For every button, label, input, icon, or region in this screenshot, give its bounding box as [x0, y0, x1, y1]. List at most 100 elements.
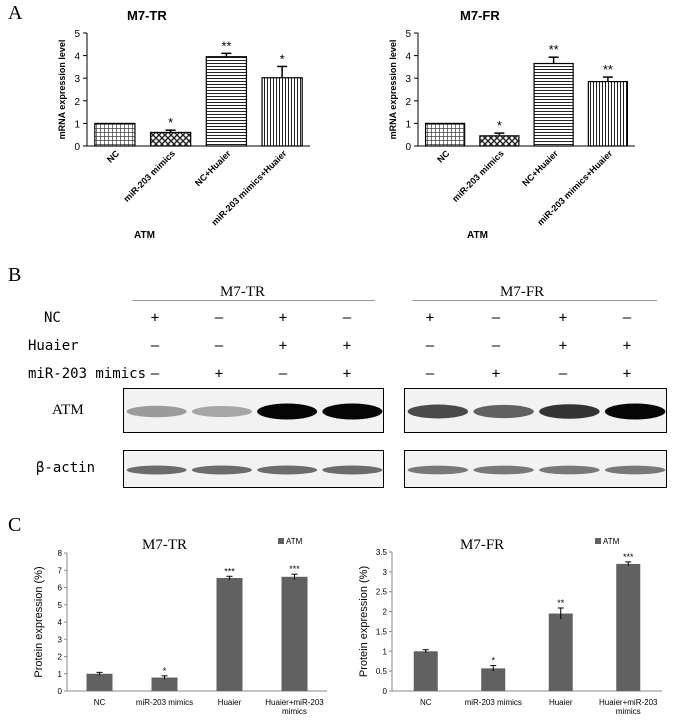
significance-label: ***: [289, 564, 300, 574]
chart-title: M7-FR: [460, 8, 500, 23]
bar: [281, 576, 308, 691]
blot-sign: —: [425, 366, 435, 382]
blot-group-m7-tr: M7-TR: [220, 284, 265, 300]
significance-label: *: [491, 656, 495, 666]
blot-sign: +: [558, 338, 568, 354]
category-label: Huaier: [218, 698, 242, 707]
y-tick-label: 4: [405, 52, 411, 63]
category-label: Huaier+miR-203: [265, 698, 324, 707]
y-tick-label: 8: [58, 549, 63, 558]
blot-sign: —: [558, 366, 568, 382]
actin-blot-left: [123, 450, 384, 488]
y-tick-label: 0: [58, 687, 63, 696]
bar: [149, 131, 192, 147]
protein-chart-m7-tr: M7-TR ATM 0 1 2 3 4 5 6 7 8 Protein expression (%) N…: [33, 537, 327, 716]
y-tick-label: 0.5: [376, 667, 388, 676]
significance-label: **: [603, 62, 613, 77]
blot-sign: —: [214, 310, 224, 326]
y-tick-label: 3: [74, 74, 80, 85]
blot-sign: —: [214, 338, 224, 354]
significance-label: *: [163, 666, 167, 676]
bar: [533, 62, 574, 147]
group-divider-right: [412, 300, 657, 301]
panel-label-c: C: [8, 514, 22, 536]
blot-band: [191, 465, 252, 475]
blot-band: [322, 465, 383, 475]
blot-band: [126, 405, 187, 418]
blot-sign: +: [278, 310, 288, 326]
category-label: miR-203 mimics: [465, 698, 522, 707]
blot-group-m7-fr: M7-FR: [500, 284, 545, 300]
y-tick-label: 3.5: [376, 548, 388, 557]
y-tick-label: 1.5: [376, 627, 388, 636]
category-label: Huaier: [549, 698, 573, 707]
blot-label-atm: ATM: [52, 402, 84, 418]
legend-swatch: [595, 538, 601, 544]
y-tick-label: 2: [405, 97, 411, 108]
blot-sign: —: [278, 366, 288, 382]
blot-sign: —: [425, 338, 435, 354]
bar: [424, 122, 466, 147]
category-label: NC+Huaier: [193, 148, 233, 188]
significance-label: *: [280, 51, 285, 66]
y-tick-label: 1: [74, 119, 80, 130]
y-tick-label: 6: [58, 584, 63, 593]
protein-chart-m7-fr: M7-FR ATM 0 0.5 1 1.5 2 2.5 3 3.5 Protein expressi…: [358, 537, 662, 716]
significance-label: ***: [623, 552, 634, 562]
y-tick-label: 5: [405, 29, 411, 40]
significance-label: *: [168, 115, 173, 130]
y-tick-label: 1: [405, 119, 411, 130]
y-tick-label: 5: [74, 29, 80, 40]
blot-sign: +: [558, 310, 568, 326]
y-tick-label: 2.5: [376, 588, 388, 597]
blot-label-beta-actin: β-actin: [36, 460, 96, 476]
category-label: miR-203 mimics: [121, 148, 177, 204]
legend-label: ATM: [286, 537, 303, 546]
mrna-chart-m7-fr: M7-FR 0 1 2 3 4 5 mRNA expression level NC * miR-2…: [388, 8, 635, 241]
western-blot-panel: M7-TR M7-FR NC Huaier miR-203 mimics + — +…: [0, 280, 675, 500]
bar: [94, 122, 136, 147]
blot-sign: +: [622, 366, 632, 382]
x-axis-label: ATM: [134, 230, 155, 241]
blot-band: [539, 404, 600, 419]
y-tick-label: 1: [383, 647, 388, 656]
y-tick-label: 7: [58, 566, 63, 575]
category-label: NC+Huaier: [520, 148, 560, 188]
blot-sign: —: [150, 366, 160, 382]
category-label: NC: [435, 148, 452, 165]
category-label: NC: [420, 698, 432, 707]
category-label: miR-203 mimics: [136, 698, 193, 707]
bar: [205, 56, 248, 147]
y-tick-label: 0: [383, 687, 388, 696]
bar: [413, 651, 438, 691]
legend-swatch: [278, 538, 284, 544]
blot-band: [539, 465, 600, 475]
blot-sign: —: [491, 310, 501, 326]
blot-band: [126, 465, 187, 475]
mrna-chart-m7-tr: M7-TR 0 1 2 3 4 5 mRNA expression level NC * miR-2…: [57, 8, 310, 241]
panel-label-a: A: [8, 2, 23, 24]
group-divider-left: [132, 300, 375, 301]
bar: [86, 673, 113, 691]
category-label: mimics: [616, 707, 641, 716]
blot-sign: —: [491, 338, 501, 354]
bar: [216, 578, 243, 691]
y-tick-label: 3: [383, 568, 388, 577]
blot-sign: +: [622, 338, 632, 354]
significance-label: **: [557, 598, 565, 608]
bar: [616, 563, 641, 691]
blot-sign: +: [278, 338, 288, 354]
y-tick-label: 2: [383, 608, 388, 617]
y-tick-label: 2: [58, 653, 63, 662]
blot-band: [407, 404, 469, 419]
blot-band: [191, 405, 252, 418]
category-label: Huaier+miR-203: [599, 698, 658, 707]
bar: [151, 677, 178, 691]
category-label: NC: [94, 698, 106, 707]
category-label: NC: [105, 148, 122, 165]
row-label-mir203: miR-203 mimics: [28, 366, 147, 382]
blot-sign: +: [342, 338, 352, 354]
actin-blot-right: [404, 450, 667, 488]
blot-sign: +: [491, 366, 501, 382]
y-axis-label: mRNA expression level: [388, 40, 398, 140]
